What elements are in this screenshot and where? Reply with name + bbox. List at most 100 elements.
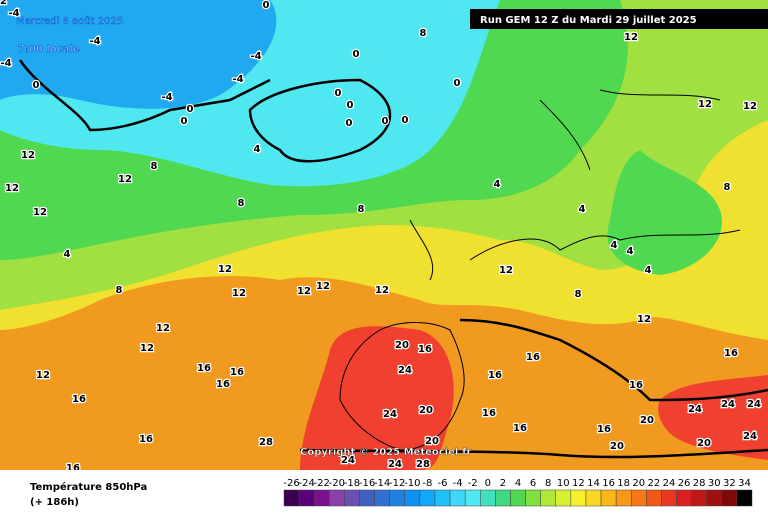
- contour-label: 8: [358, 204, 365, 215]
- scale-swatch: [585, 489, 602, 507]
- contour-label: 16: [197, 363, 211, 374]
- contour-label: 20: [425, 436, 439, 447]
- contour-label: 12: [743, 101, 757, 112]
- contour-label: 4: [579, 204, 586, 215]
- color-scale: -26-24-22-20-18-16-14-12-10 -8 -6 -4 -2 0 2 4 6 8…: [283, 478, 753, 507]
- contour-label: 28: [259, 437, 273, 448]
- scale-label: 6: [530, 478, 536, 489]
- contour-label: 0: [335, 88, 342, 99]
- contour-label: 24: [747, 399, 761, 410]
- contour-label: 0: [402, 115, 409, 126]
- contour-label: 12: [36, 370, 50, 381]
- zone-blue: [0, 0, 277, 109]
- contour-label: 20: [697, 438, 711, 449]
- contour-label: 16: [597, 424, 611, 435]
- contour-label: 16: [72, 394, 86, 405]
- scale-label: -24: [298, 478, 314, 489]
- contour-label: 0: [347, 100, 354, 111]
- scale-swatch: [298, 489, 315, 507]
- contour-label: 24: [721, 399, 735, 410]
- scale-label: -8: [422, 478, 432, 489]
- contour-label: 16: [139, 434, 153, 445]
- scale-swatch: [555, 489, 572, 507]
- scale-swatch: [736, 489, 753, 507]
- scale-label: 24: [663, 478, 676, 489]
- scale-label: -6: [438, 478, 448, 489]
- contour-label: 16: [513, 423, 527, 434]
- footer-lead: (+ 186h): [30, 497, 79, 508]
- contour-label: 24: [688, 404, 702, 415]
- contour-label: 4: [494, 179, 501, 190]
- contour-label: 12: [375, 285, 389, 296]
- scale-swatch: [721, 489, 738, 507]
- scale-swatch: [283, 489, 300, 507]
- contour-label: 16: [488, 370, 502, 381]
- coastlines: [18, 59, 768, 459]
- zone-green-east: [607, 150, 722, 275]
- scale-swatch: [344, 489, 360, 507]
- contour-label: 12: [698, 99, 712, 110]
- scale-swatch: [480, 489, 496, 507]
- forecast-date: Mercredi 6 août 2025: [16, 15, 123, 27]
- contour-label: 24: [383, 409, 397, 420]
- scale-label: 30: [708, 478, 721, 489]
- scale-swatch: [464, 489, 481, 507]
- contour-label: -4: [161, 92, 172, 103]
- scale-swatch: [630, 489, 647, 507]
- contour-label: 16: [418, 344, 432, 355]
- copyright: Copyright © 2025 Meteociel.fr: [300, 447, 471, 458]
- contour-label: 0: [33, 80, 40, 91]
- scale-label: -12: [389, 478, 405, 489]
- contour-label: 16: [482, 408, 496, 419]
- scale-swatch: [359, 489, 375, 507]
- scale-swatch: [313, 489, 330, 507]
- scale-label: 20: [632, 478, 645, 489]
- contour-label: 12: [232, 288, 246, 299]
- contour-label: 8: [238, 198, 245, 209]
- contour-label: 4: [64, 249, 71, 260]
- contour-label: 0: [263, 0, 270, 11]
- scale-label: -2: [468, 478, 478, 489]
- scale-label: 32: [723, 478, 736, 489]
- run-info: Run GEM 12 Z du Mardi 29 juillet 2025: [480, 15, 697, 26]
- scale-label: 12: [572, 478, 585, 489]
- contour-label: 12: [5, 183, 19, 194]
- contour-label: 4: [645, 265, 652, 276]
- contour-label: -4: [250, 51, 261, 62]
- contour-label: 24: [388, 459, 402, 470]
- contour-label: 4: [254, 144, 261, 155]
- scale-swatch: [495, 489, 511, 507]
- forecast-time: 7:00 locale: [18, 44, 80, 55]
- contour-label: 20: [640, 415, 654, 426]
- contour-label: 0: [382, 116, 389, 127]
- scale-swatch: [525, 489, 541, 507]
- scale-label: -4: [453, 478, 463, 489]
- contour-label: 8: [575, 289, 582, 300]
- scale-label: 8: [545, 478, 551, 489]
- footer-title: Température 850hPa: [30, 481, 147, 493]
- contour-label: 16: [216, 379, 230, 390]
- scale-swatch: [389, 489, 406, 507]
- scale-swatch: [570, 489, 587, 507]
- contour-label: 12: [140, 343, 154, 354]
- scale-label: -20: [329, 478, 345, 489]
- contour-label: 12: [156, 323, 170, 334]
- scale-swatch: [615, 489, 632, 507]
- contour-label: 16: [724, 348, 738, 359]
- zone-red: [300, 326, 454, 470]
- contour-label: 8: [420, 28, 427, 39]
- zone-red-east: [658, 375, 768, 460]
- scale-swatch: [706, 489, 723, 507]
- scale-swatch: [691, 489, 707, 507]
- contour-label: 4: [611, 240, 618, 251]
- scale-label: -26: [283, 478, 299, 489]
- contour-label: 16: [629, 380, 643, 391]
- contour-label: 12: [624, 32, 638, 43]
- scale-swatch: [449, 489, 466, 507]
- scale-swatch: [676, 489, 692, 507]
- contour-label: -4: [89, 36, 100, 47]
- scale-label: 18: [617, 478, 630, 489]
- scale-swatch: [510, 489, 526, 507]
